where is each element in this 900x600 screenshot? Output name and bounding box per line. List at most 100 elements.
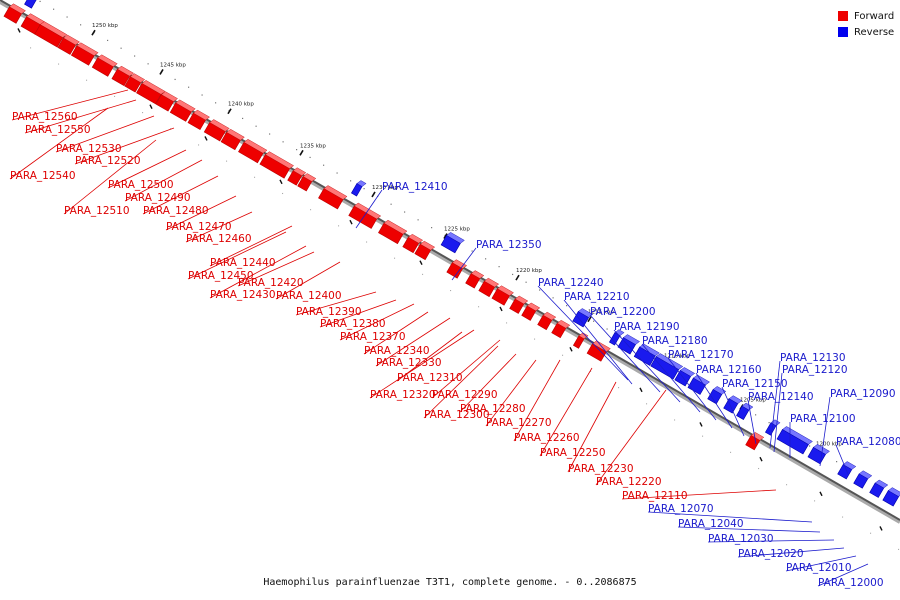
forward-gene-top bbox=[514, 295, 529, 305]
forward-gene-top bbox=[302, 173, 317, 182]
forward-gene-label-leader bbox=[209, 245, 307, 299]
reverse-gene-label-leader bbox=[355, 189, 383, 229]
reverse-gene-label: PARA_12090 bbox=[830, 388, 896, 400]
reverse-gene-top bbox=[728, 395, 743, 404]
track-dot bbox=[498, 266, 500, 268]
track-dot bbox=[422, 273, 424, 275]
forward-gene-label-leader bbox=[369, 329, 475, 399]
forward-gene-label: PARA_12550 bbox=[25, 124, 91, 136]
reverse-gene-top bbox=[874, 479, 889, 489]
track-dot bbox=[485, 258, 487, 260]
track-dot bbox=[562, 354, 564, 356]
forward-gene-label-leader bbox=[431, 339, 501, 399]
track-dot bbox=[431, 227, 433, 229]
minor-tick bbox=[279, 179, 283, 185]
track-dot bbox=[66, 16, 68, 18]
track-dot bbox=[450, 290, 452, 292]
track-dot bbox=[80, 24, 82, 26]
track-dot bbox=[478, 306, 480, 308]
track-dot bbox=[170, 128, 172, 130]
reverse-gene-top bbox=[693, 374, 710, 386]
forward-gene-label: PARA_12300 bbox=[424, 409, 490, 421]
reverse-gene-label-leader bbox=[835, 444, 849, 475]
forward-gene-top bbox=[383, 219, 408, 235]
kbp-tick bbox=[587, 316, 592, 323]
forward-gene-label-leader bbox=[124, 159, 203, 202]
forward-gene-label-leader bbox=[275, 261, 341, 300]
reverse-gene-label-leader bbox=[589, 314, 661, 393]
forward-gene-label: PARA_12390 bbox=[296, 306, 362, 318]
minor-tick bbox=[819, 491, 823, 497]
track-dot bbox=[107, 39, 109, 42]
track-dot bbox=[755, 414, 757, 416]
minor-tick bbox=[699, 422, 703, 427]
reverse-gene-label-leader bbox=[695, 372, 733, 429]
forward-gene-top bbox=[9, 3, 26, 14]
forward-gene-label: PARA_12370 bbox=[340, 331, 406, 343]
forward-gene-top bbox=[117, 65, 134, 77]
forward-gene-label-leader bbox=[63, 139, 157, 215]
track-dot bbox=[590, 370, 592, 373]
reverse-gene-label-leader bbox=[451, 247, 477, 281]
track-dot bbox=[309, 156, 311, 159]
forward-gene-top bbox=[129, 73, 146, 83]
track-dot bbox=[606, 328, 608, 330]
reverse-gene-top bbox=[813, 444, 830, 455]
forward-gene-top bbox=[292, 167, 307, 176]
track-dot bbox=[674, 419, 676, 421]
track-dot bbox=[471, 250, 473, 252]
reverse-gene-label: PARA_12010 bbox=[786, 562, 852, 574]
reverse-gene-label: PARA_12200 bbox=[590, 306, 656, 318]
track-dot bbox=[254, 176, 256, 178]
track-dot bbox=[593, 320, 595, 322]
forward-gene-label-leader bbox=[9, 107, 109, 180]
forward-gene-label-leader bbox=[423, 345, 499, 419]
reverse-gene-top bbox=[623, 334, 640, 345]
reverse-gene-label-leader bbox=[537, 285, 629, 381]
track-dot bbox=[836, 461, 838, 463]
forward-gene-label-leader bbox=[55, 115, 155, 153]
forward-gene-label: PARA_12280 bbox=[460, 403, 526, 415]
reverse-gene-top bbox=[842, 461, 857, 470]
reverse-gene-label: PARA_12150 bbox=[722, 378, 788, 390]
forward-gene-label: PARA_12330 bbox=[376, 357, 442, 369]
track-dot bbox=[338, 225, 340, 227]
forward-gene-top bbox=[39, 21, 68, 38]
reverse-gene-label-leader bbox=[769, 360, 781, 449]
forward-gene-label: PARA_12510 bbox=[64, 205, 130, 217]
legend-reverse: Reverse bbox=[838, 24, 900, 40]
track-dot bbox=[198, 144, 200, 146]
track-dot bbox=[768, 422, 770, 424]
reverse-gene-top bbox=[679, 367, 696, 377]
reverse-gene-label: PARA_12100 bbox=[790, 413, 856, 425]
forward-gene-label-leader bbox=[485, 359, 537, 427]
track-dot bbox=[506, 322, 508, 324]
reverse-gene-label: PARA_12080 bbox=[836, 436, 900, 448]
forward-gene-label: PARA_12340 bbox=[364, 345, 430, 357]
forward-swatch bbox=[838, 11, 848, 21]
forward-gene-label: PARA_12230 bbox=[568, 463, 634, 475]
forward-gene-top bbox=[483, 277, 500, 288]
reverse-gene-label-leader bbox=[747, 399, 757, 445]
reverse-gene-label: PARA_12120 bbox=[782, 364, 848, 376]
minor-tick bbox=[569, 347, 573, 352]
minor-tick bbox=[204, 136, 208, 141]
reverse-gene-top bbox=[712, 386, 727, 395]
forward-gene-label: PARA_12440 bbox=[210, 257, 276, 269]
track-dot bbox=[114, 95, 116, 97]
forward-gene-top bbox=[419, 240, 436, 251]
track-dot bbox=[188, 86, 190, 88]
kbp-tick bbox=[443, 233, 448, 239]
forward-gene-label: PARA_12540 bbox=[10, 170, 76, 182]
reverse-gene-label-leader bbox=[641, 343, 701, 413]
forward-gene-label: PARA_12520 bbox=[75, 155, 141, 167]
reverse-gene-label: PARA_12130 bbox=[780, 352, 846, 364]
forward-gene-label: PARA_12480 bbox=[143, 205, 209, 217]
reverse-gene-label-leader bbox=[677, 526, 821, 533]
reverse-gene-label-leader bbox=[721, 386, 745, 437]
kbp-tick-label: 1245 kbp bbox=[160, 62, 186, 68]
forward-gene-label-leader bbox=[595, 389, 667, 486]
forward-gene-top bbox=[161, 91, 178, 102]
forward-gene-label-leader bbox=[513, 359, 561, 442]
track-dot bbox=[417, 219, 419, 221]
